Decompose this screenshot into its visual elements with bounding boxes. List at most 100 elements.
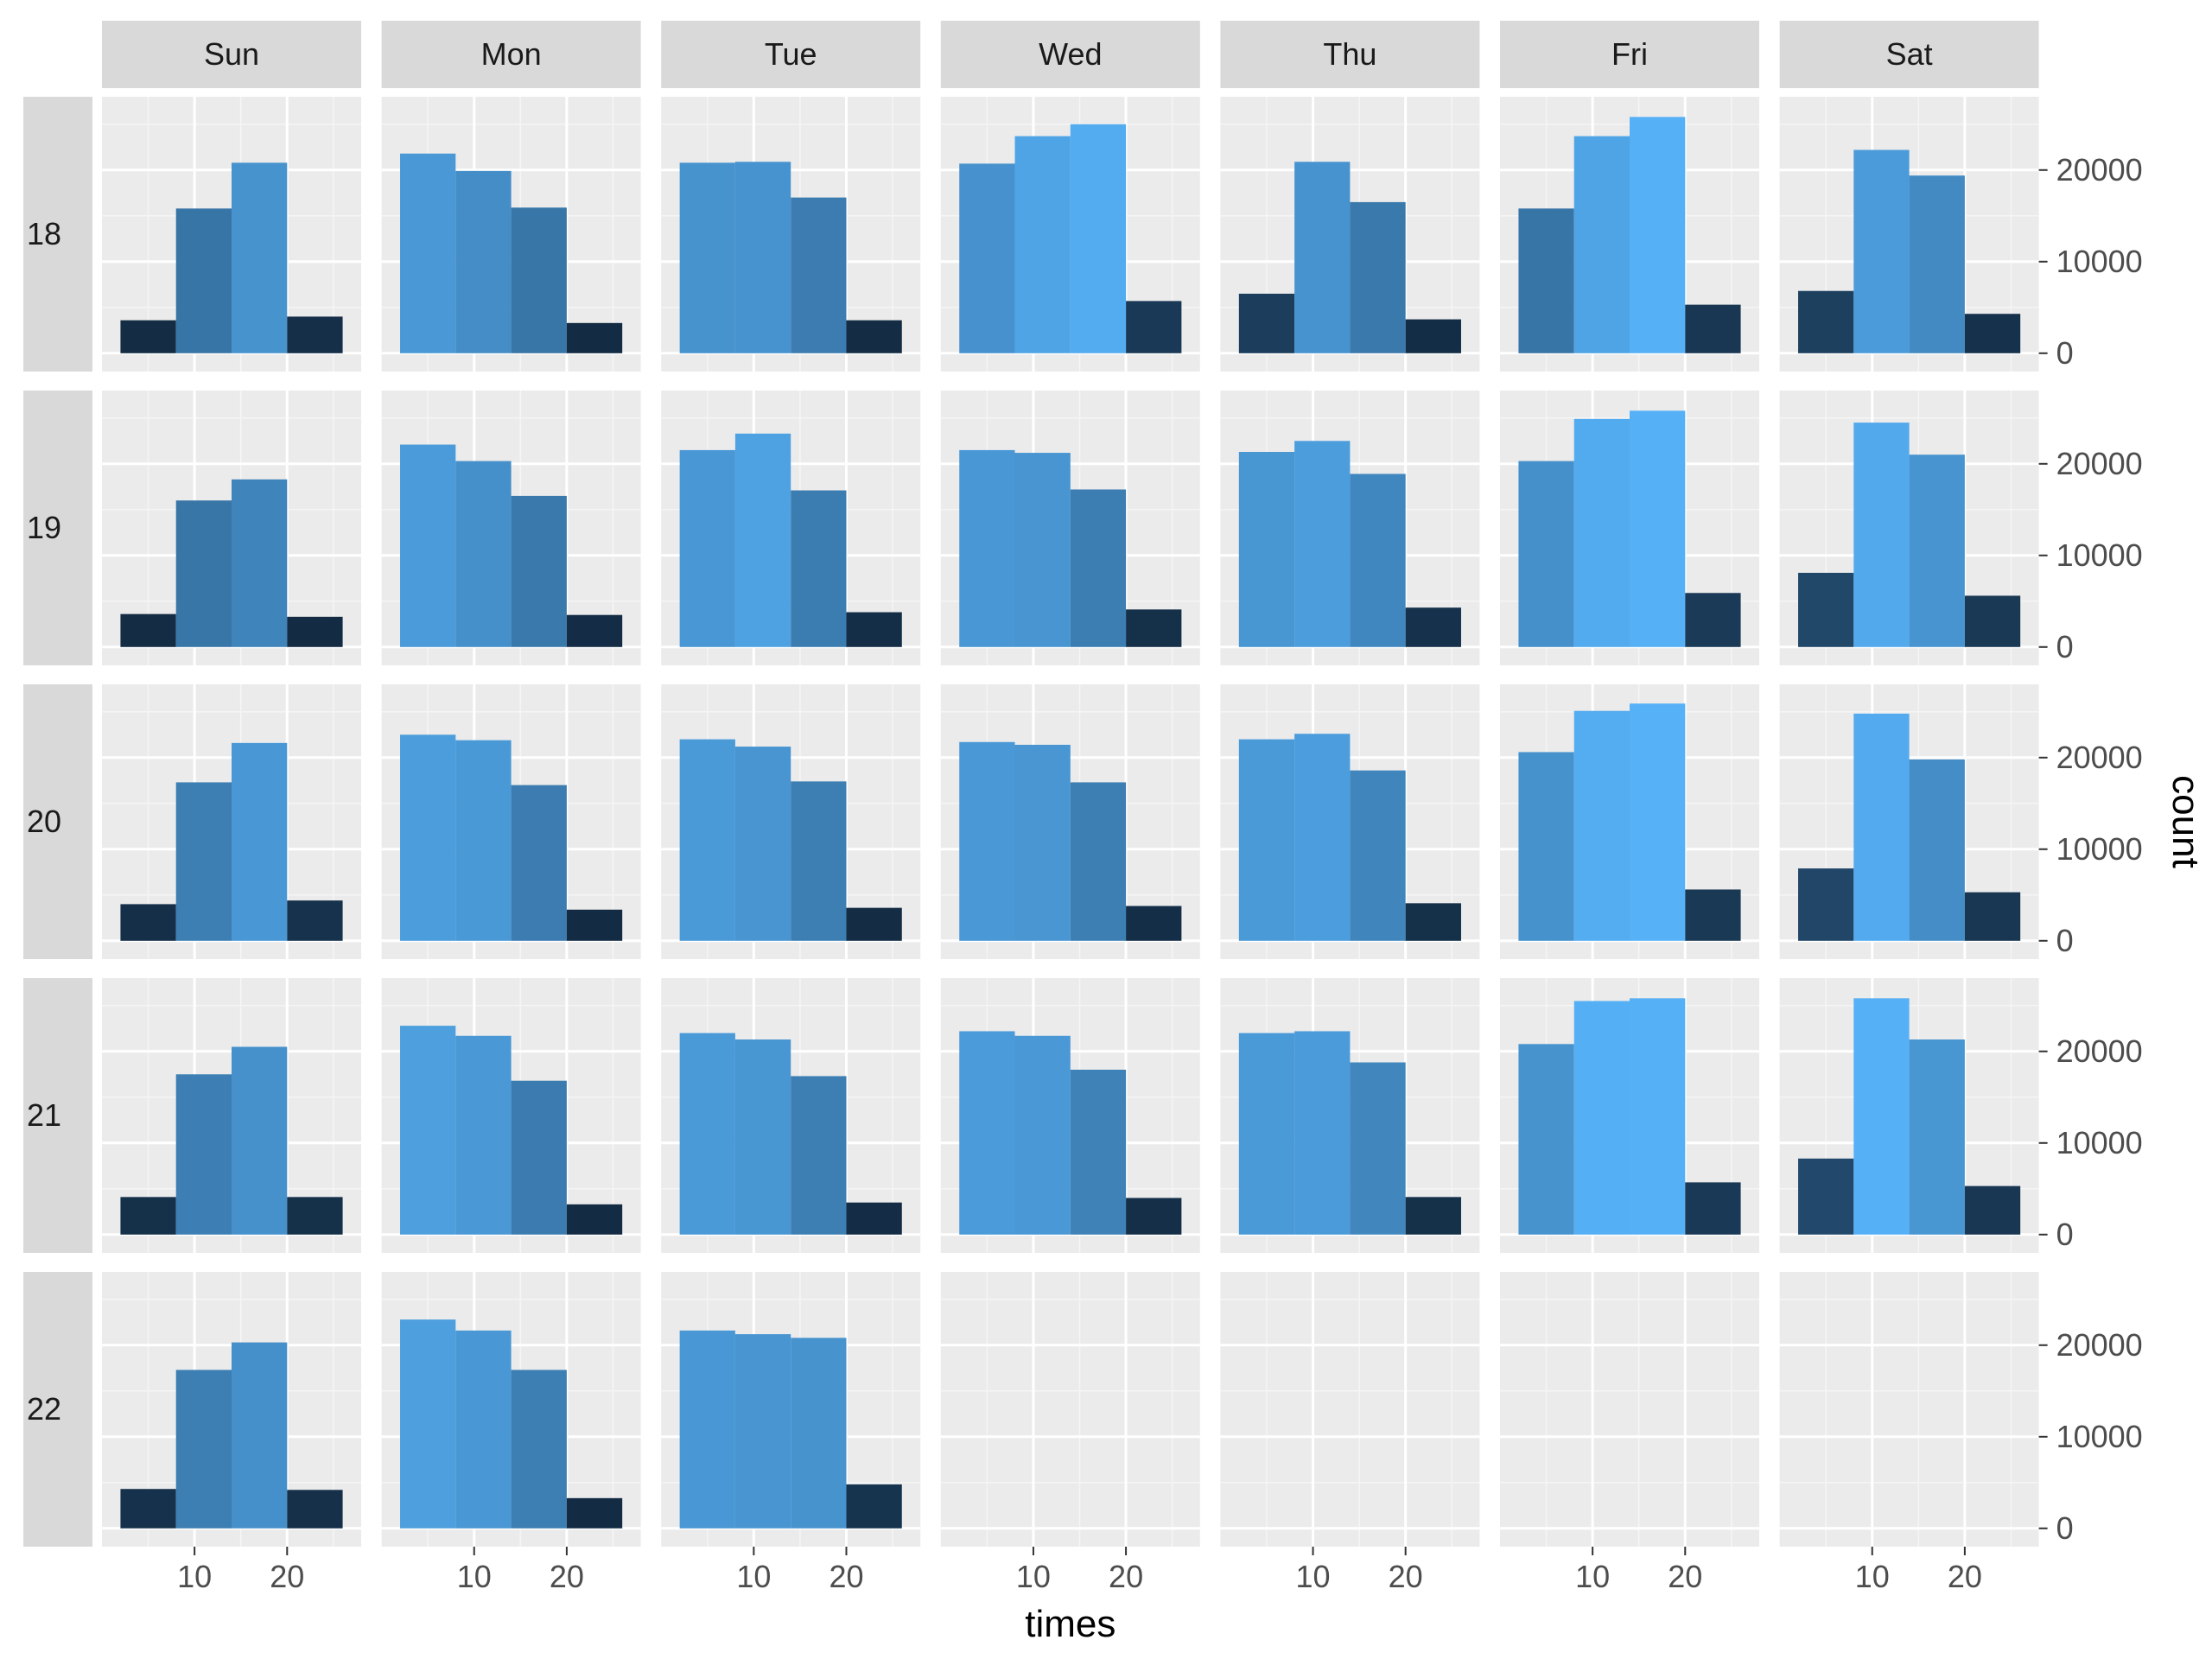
bar-18-sun-1 [175, 208, 232, 353]
bar-19-tue-1 [734, 433, 791, 647]
strip-tue [661, 21, 921, 88]
strip-thu [1220, 21, 1480, 88]
bar-21-sun-1 [175, 1074, 232, 1235]
bar-19-wed-0 [959, 449, 1015, 647]
strip-label-thu: Thu [1323, 36, 1376, 72]
bar-18-fri-0 [1518, 208, 1574, 353]
bar-20-tue-3 [846, 907, 902, 941]
strip-wed [940, 21, 1200, 88]
strip-label-mon: Mon [481, 36, 542, 72]
bar-19-sat-1 [1853, 423, 1910, 647]
bar-18-mon-1 [455, 170, 512, 353]
bar-18-wed-1 [1014, 136, 1071, 353]
y-tick-label: 0 [2056, 1217, 2074, 1252]
bar-22-tue-1 [734, 1334, 791, 1529]
bar-22-mon-0 [400, 1319, 456, 1529]
y-tick-label: 10000 [2056, 244, 2143, 279]
x-tick-label: 10 [1575, 1559, 1610, 1594]
x-tick-label: 20 [550, 1559, 584, 1594]
bar-22-sun-0 [120, 1489, 176, 1529]
strip-label-18: 18 [27, 216, 61, 251]
x-tick-label: 20 [1389, 1559, 1423, 1594]
y-tick-label: 20000 [2056, 152, 2143, 188]
y-tick-label: 20000 [2056, 1327, 2143, 1363]
bar-18-sat-1 [1853, 149, 1910, 353]
x-tick-label: 20 [270, 1559, 304, 1594]
bar-22-tue-0 [679, 1330, 735, 1529]
bar-21-tue-3 [846, 1202, 902, 1235]
y-tick-label: 10000 [2056, 1419, 2143, 1454]
bar-21-fri-3 [1685, 1182, 1741, 1235]
bar-18-fri-1 [1573, 136, 1630, 353]
strip-label-21: 21 [27, 1097, 61, 1133]
x-tick-label: 20 [1668, 1559, 1702, 1594]
bar-18-sat-0 [1798, 290, 1854, 353]
bar-19-fri-3 [1685, 593, 1741, 647]
bar-22-sun-1 [175, 1370, 232, 1529]
bar-20-mon-1 [455, 740, 512, 941]
bar-19-fri-1 [1573, 418, 1630, 647]
bar-22-tue-2 [791, 1338, 847, 1529]
x-tick-label: 20 [829, 1559, 863, 1594]
bar-18-sun-2 [232, 162, 288, 353]
strip-row-22 [23, 1272, 92, 1547]
x-tick-label: 20 [1109, 1559, 1143, 1594]
x-tick-label: 10 [1016, 1559, 1051, 1594]
strip-label-tue: Tue [765, 36, 817, 72]
bar-19-tue-2 [791, 490, 847, 647]
bar-19-thu-0 [1238, 452, 1295, 647]
bar-20-sun-0 [120, 904, 176, 941]
bar-19-wed-3 [1126, 609, 1182, 647]
bar-20-tue-0 [679, 739, 735, 941]
bar-21-sat-2 [1909, 1039, 1965, 1235]
bar-18-sat-2 [1909, 175, 1965, 353]
bar-21-thu-0 [1238, 1033, 1295, 1235]
bar-20-thu-1 [1294, 734, 1351, 941]
bar-20-sat-3 [1964, 892, 2021, 941]
bar-18-fri-2 [1630, 117, 1686, 353]
bar-19-wed-1 [1014, 453, 1071, 647]
bar-19-tue-3 [846, 612, 902, 647]
bar-20-thu-0 [1238, 739, 1295, 941]
bar-18-tue-2 [791, 197, 847, 353]
bar-21-sat-1 [1853, 998, 1910, 1235]
bar-22-mon-3 [566, 1497, 623, 1529]
bar-21-sun-2 [232, 1046, 288, 1235]
bar-20-fri-1 [1573, 710, 1630, 941]
bar-18-thu-1 [1294, 162, 1351, 353]
strip-mon [381, 21, 641, 88]
strip-sun [102, 21, 361, 88]
bar-18-sun-0 [120, 320, 176, 353]
bar-21-wed-0 [959, 1031, 1015, 1235]
panel-background [1220, 1272, 1480, 1547]
bar-18-mon-3 [566, 322, 623, 353]
bar-18-sun-3 [287, 316, 343, 353]
bar-19-mon-1 [455, 461, 512, 647]
bar-21-sat-0 [1798, 1158, 1854, 1235]
bar-21-fri-1 [1573, 1001, 1630, 1235]
bar-19-sun-3 [287, 616, 343, 647]
bar-20-fri-3 [1685, 889, 1741, 941]
bar-18-wed-0 [959, 163, 1015, 353]
strip-label-19: 19 [27, 510, 61, 545]
bar-20-wed-1 [1014, 744, 1071, 941]
x-tick-label: 20 [1948, 1559, 1982, 1594]
bar-19-thu-3 [1405, 607, 1461, 647]
bar-18-tue-0 [679, 162, 735, 353]
bar-18-tue-1 [734, 162, 791, 353]
bar-20-thu-2 [1350, 770, 1406, 941]
x-tick-label: 10 [1855, 1559, 1890, 1594]
bar-18-wed-2 [1070, 124, 1127, 353]
bar-21-fri-0 [1518, 1044, 1574, 1235]
bar-19-sun-1 [175, 500, 232, 647]
strip-label-sat: Sat [1886, 36, 1933, 72]
strip-label-20: 20 [27, 804, 61, 839]
y-tick-label: 20000 [2056, 1033, 2143, 1069]
strip-row-19 [23, 391, 92, 665]
y-tick-label: 0 [2056, 335, 2074, 371]
bar-21-wed-2 [1070, 1070, 1127, 1235]
x-tick-label: 10 [1296, 1559, 1331, 1594]
bar-21-sun-3 [287, 1197, 343, 1235]
bar-19-sun-0 [120, 613, 176, 647]
strip-label-fri: Fri [1611, 36, 1648, 72]
